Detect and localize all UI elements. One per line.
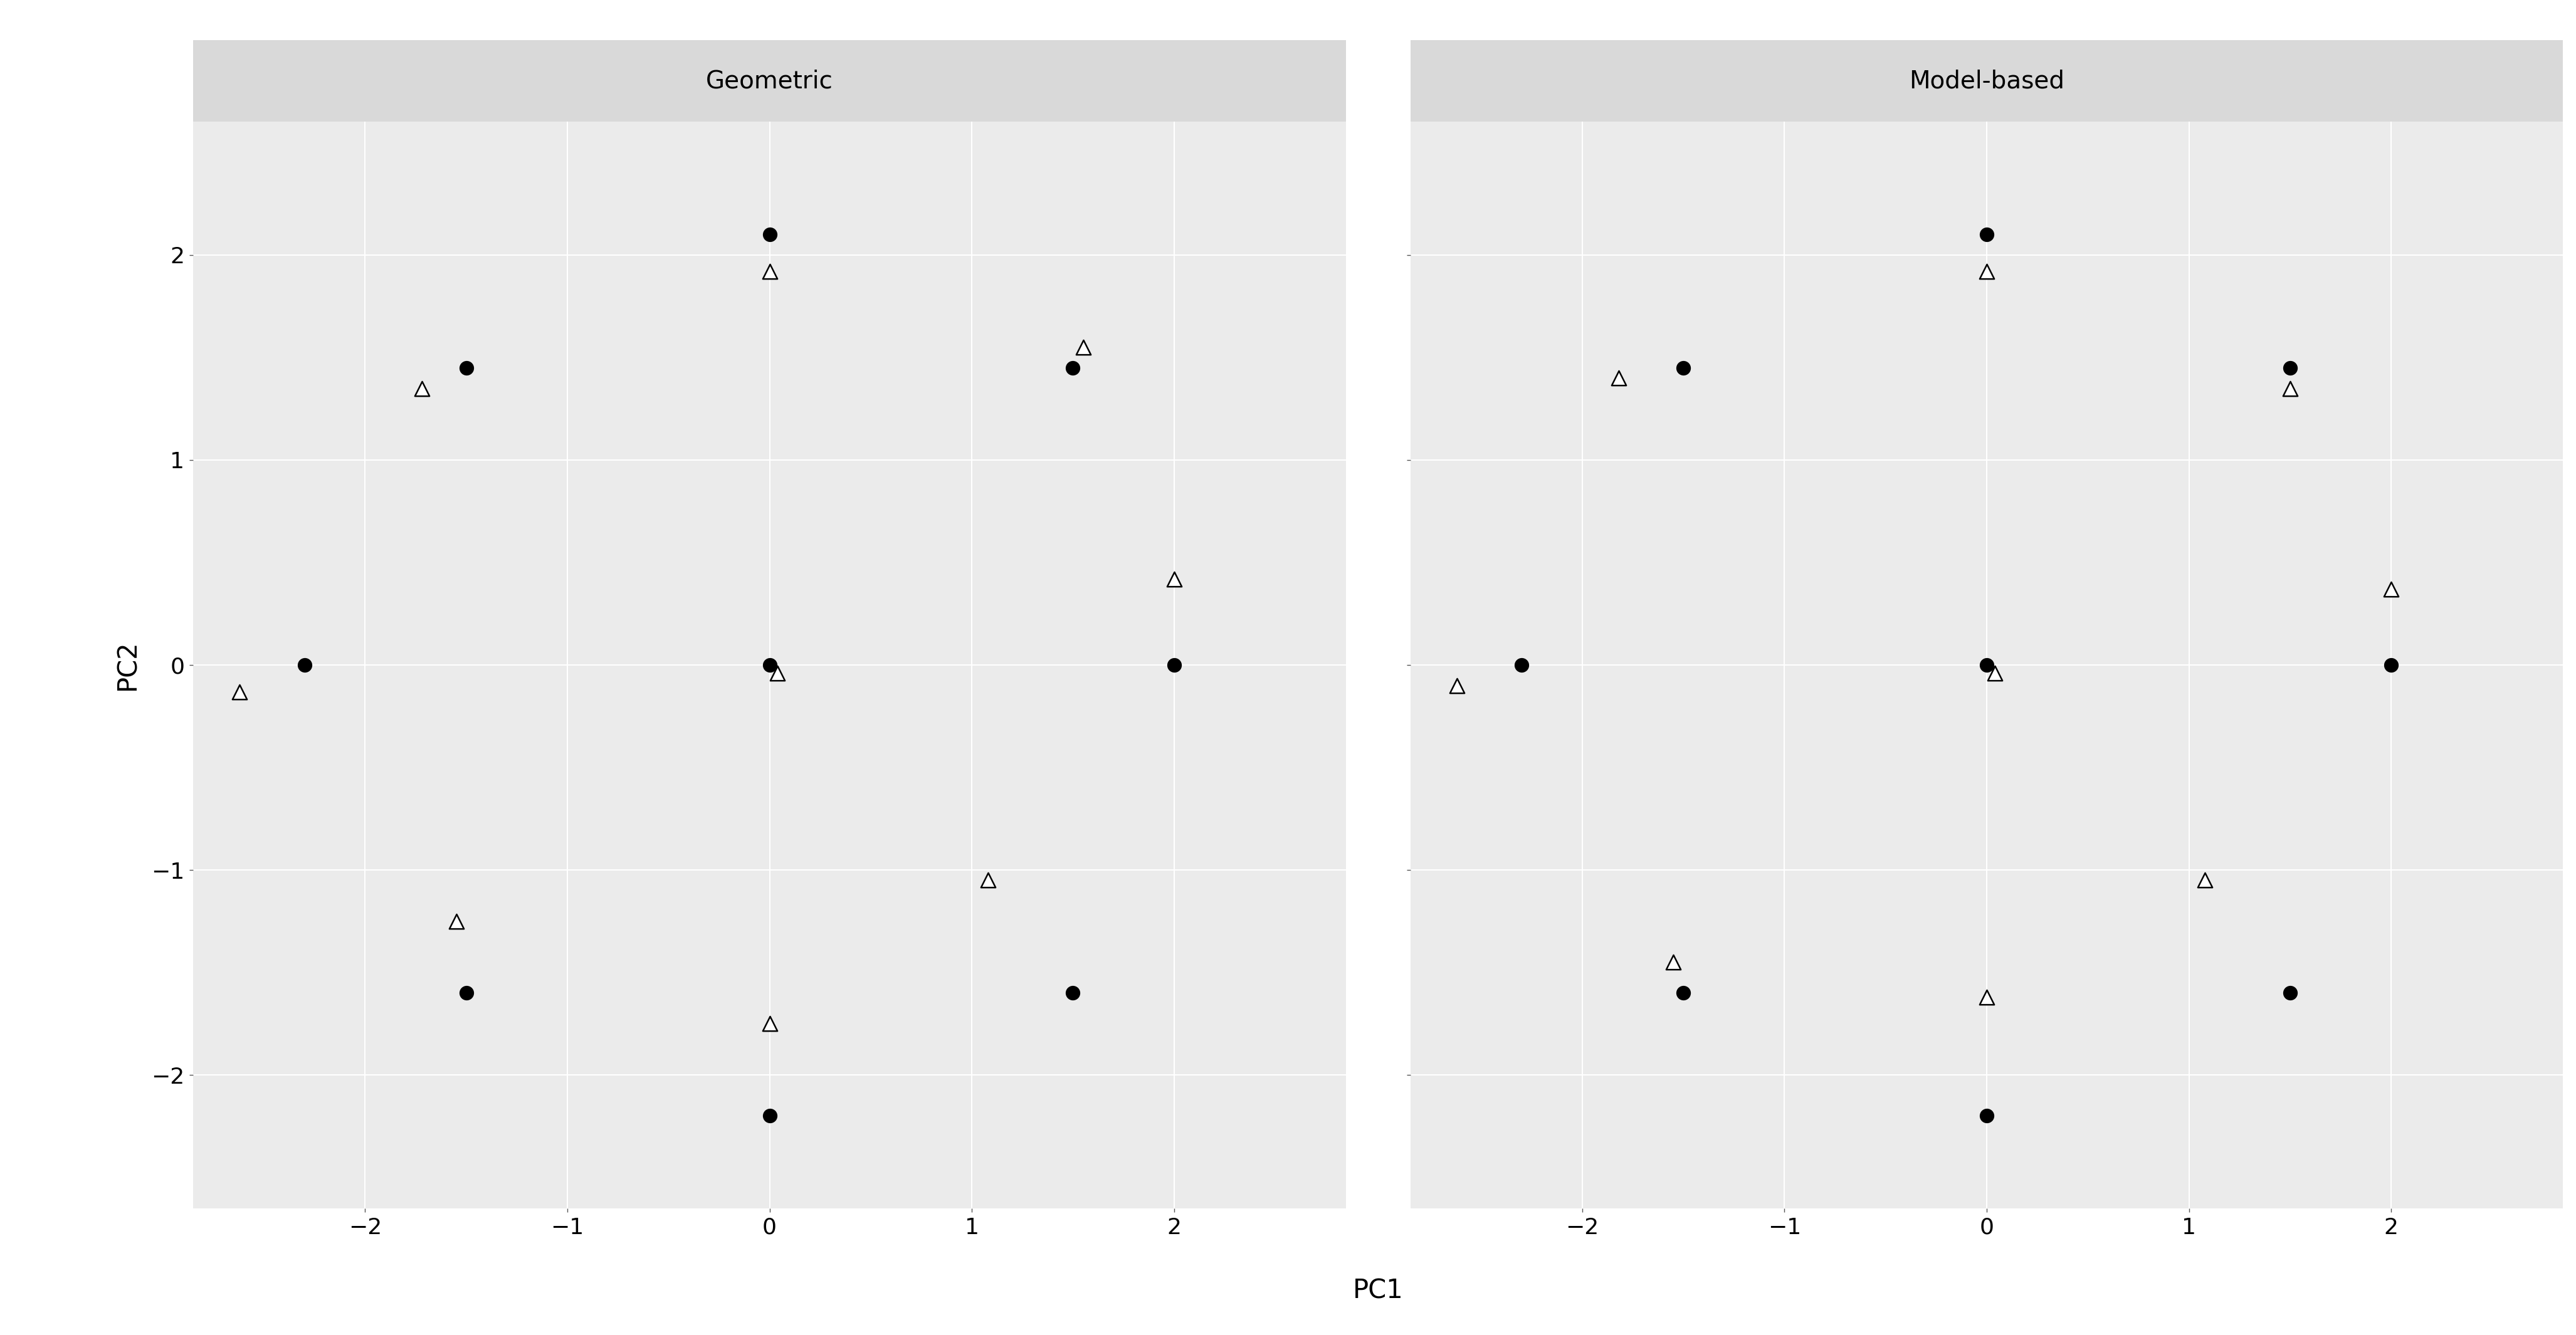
- Point: [2184, 869, 2226, 890]
- Point: [1965, 987, 2007, 1008]
- Point: [750, 260, 791, 282]
- Point: [1154, 654, 1195, 676]
- Point: [1061, 336, 1103, 358]
- Point: [750, 1105, 791, 1127]
- Point: [1054, 356, 1095, 378]
- Point: [1662, 356, 1703, 378]
- Point: [750, 224, 791, 246]
- Point: [1054, 983, 1095, 1004]
- Point: [1654, 952, 1695, 973]
- Point: [1154, 569, 1195, 590]
- Point: [283, 654, 325, 676]
- Point: [2370, 654, 2411, 676]
- Point: [1973, 662, 2014, 684]
- Point: [2269, 983, 2311, 1004]
- Point: [1597, 367, 1638, 388]
- Point: [446, 983, 487, 1004]
- Point: [1965, 654, 2007, 676]
- Point: [757, 662, 799, 684]
- Point: [750, 1013, 791, 1035]
- Point: [435, 910, 477, 932]
- Point: [219, 681, 260, 702]
- Point: [1662, 983, 1703, 1004]
- Y-axis label: PC2: PC2: [113, 639, 142, 690]
- Point: [1965, 224, 2007, 246]
- Point: [969, 869, 1010, 890]
- Point: [1502, 654, 1543, 676]
- Point: [2370, 578, 2411, 599]
- Point: [446, 356, 487, 378]
- Point: [1437, 674, 1479, 696]
- Text: Model-based: Model-based: [1909, 69, 2063, 93]
- Text: Geometric: Geometric: [706, 69, 832, 93]
- Point: [2269, 356, 2311, 378]
- Point: [2269, 378, 2311, 399]
- Point: [1965, 1105, 2007, 1127]
- Point: [750, 654, 791, 676]
- Point: [1965, 260, 2007, 282]
- Text: PC1: PC1: [1352, 1278, 1404, 1304]
- Point: [402, 378, 443, 399]
